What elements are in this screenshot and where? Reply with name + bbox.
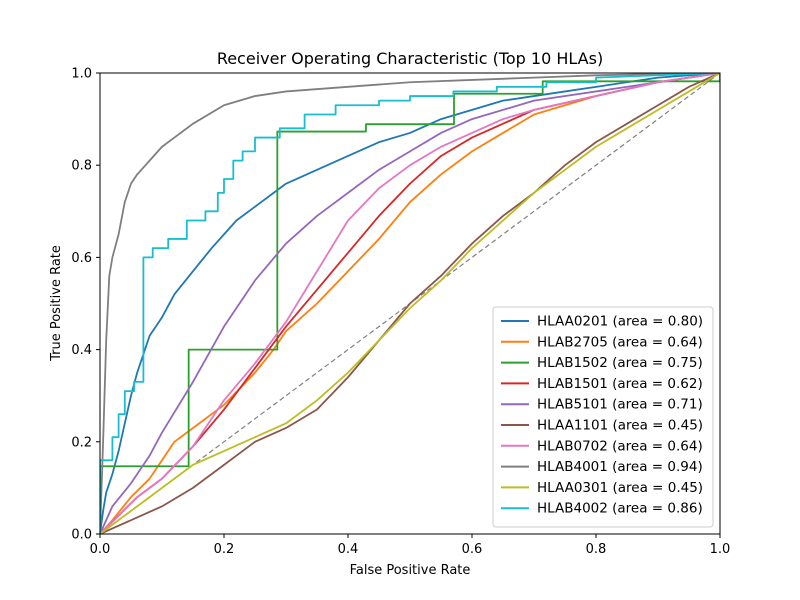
roc-line-hlab5101 <box>100 73 720 534</box>
roc-line-hlaa0201 <box>100 73 720 534</box>
legend-label-hlab1502: HLAB1502 (area = 0.75) <box>537 355 703 371</box>
series-lines <box>100 73 720 534</box>
plot-frame <box>99 72 721 535</box>
y-tick-label: 0.0 <box>71 528 92 543</box>
x-axis-title: False Positive Rate <box>350 563 471 578</box>
x-tick-label: 0.2 <box>214 542 235 557</box>
legend-label-hlab1501: HLAB1501 (area = 0.62) <box>537 376 703 392</box>
roc-line-hlab2705 <box>100 73 720 534</box>
roc-line-hlab1502 <box>100 73 720 534</box>
legend-label-hlab4001: HLAB4001 (area = 0.94) <box>537 459 703 475</box>
y-tick-label: 0.6 <box>71 251 92 266</box>
legend-label-hlab2705: HLAB2705 (area = 0.64) <box>537 334 703 350</box>
y-tick-label: 0.4 <box>71 343 92 358</box>
chart-title: Receiver Operating Characteristic (Top 1… <box>217 49 603 68</box>
x-tick-label: 0.4 <box>338 542 359 557</box>
roc-line-hlab0702 <box>100 73 720 534</box>
legend: HLAA0201 (area = 0.80) HLAB2705 (area = 0… <box>492 306 714 528</box>
legend-box <box>492 306 714 528</box>
x-tick-label: 0.8 <box>586 542 607 557</box>
roc-line-hlaa1101 <box>100 73 720 534</box>
y-tick-label: 1.0 <box>71 67 92 82</box>
roc-line-hlaa0301 <box>100 73 720 534</box>
y-tick-label: 0.8 <box>71 159 92 174</box>
legend-label-hlab5101: HLAB5101 (area = 0.71) <box>537 397 703 413</box>
legend-label-hlaa1101: HLAA1101 (area = 0.45) <box>537 418 703 434</box>
x-tick-label: 0.0 <box>90 542 111 557</box>
plot-area: 0.0 0.2 0.4 0.6 0.8 1.0 0.0 0.2 0.4 0.6 0.8 1.0 <box>71 67 730 558</box>
roc-line-hlab4002 <box>100 73 720 534</box>
y-axis-title: True Positive Rate <box>49 245 64 362</box>
legend-label-hlaa0201: HLAA0201 (area = 0.80) <box>537 314 703 330</box>
legend-label-hlab0702: HLAB0702 (area = 0.64) <box>537 438 703 454</box>
x-tick-label: 1.0 <box>710 542 731 557</box>
legend-label-hlaa0301: HLAA0301 (area = 0.45) <box>537 480 703 496</box>
y-tick-label: 0.2 <box>71 435 92 450</box>
x-tick-label: 0.6 <box>462 542 483 557</box>
roc-line-hlab4001 <box>100 73 720 534</box>
legend-label-hlab4002: HLAB4002 (area = 0.86) <box>537 501 703 517</box>
